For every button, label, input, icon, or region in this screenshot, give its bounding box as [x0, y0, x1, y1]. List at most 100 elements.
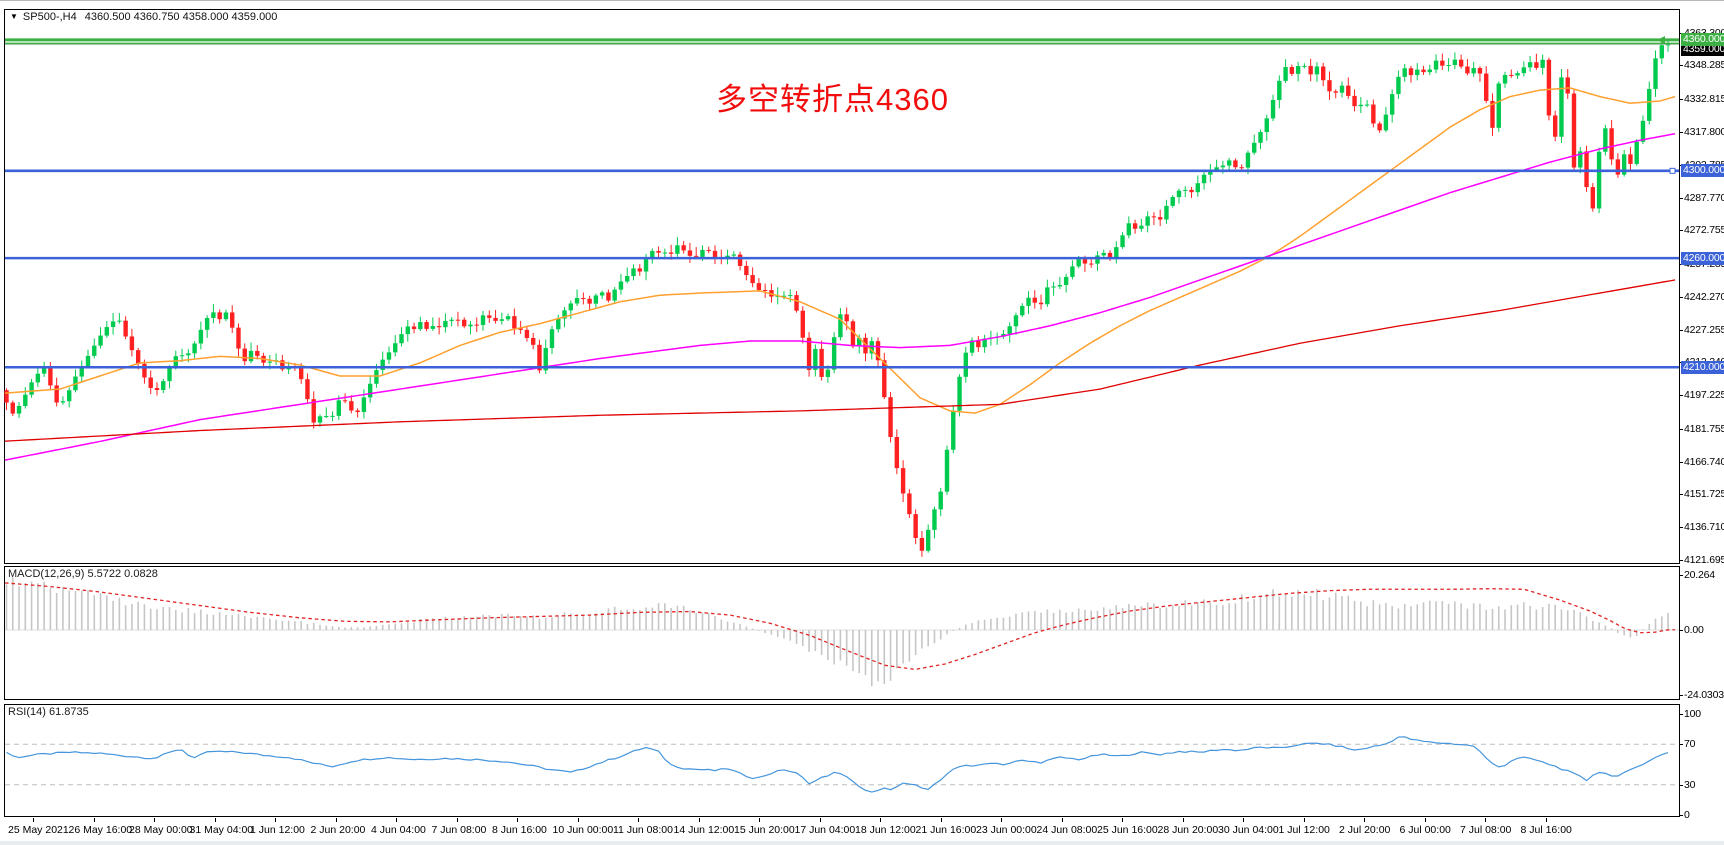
- time-axis-tick-mark: [1061, 818, 1063, 822]
- candle-body: [549, 329, 555, 348]
- annotation-text[interactable]: 多空转折点4360: [716, 82, 949, 117]
- candle-body: [324, 416, 329, 418]
- candle-body: [1120, 235, 1125, 248]
- candle-body: [1364, 104, 1370, 106]
- time-axis-tick-mark: [93, 818, 95, 822]
- candle-body: [1653, 58, 1658, 89]
- candle-body: [1346, 85, 1351, 96]
- candle-body: [1314, 66, 1320, 75]
- macd-pane-frame: [4, 566, 1680, 700]
- candle-body: [349, 401, 354, 411]
- macd-signal-line: [4, 582, 1675, 671]
- price-axis-tick: 4151.725: [1684, 488, 1724, 501]
- candle-body: [1082, 258, 1088, 264]
- price-tag-4360: 4360.000: [1681, 33, 1724, 47]
- price-axis-tick-mark: [1679, 296, 1683, 298]
- time-axis-tick-mark: [698, 818, 700, 822]
- candle-body: [255, 350, 260, 356]
- candle-body: [493, 317, 498, 321]
- candle-body: [1020, 305, 1025, 316]
- window-bottom-edge: [0, 841, 1724, 845]
- candle-body: [524, 329, 530, 338]
- candle-body: [1496, 83, 1501, 128]
- candle-body: [1621, 154, 1627, 175]
- candle-body: [512, 316, 517, 329]
- macd-axis-tick: 20.264: [1684, 568, 1715, 581]
- candle-body: [1640, 120, 1646, 142]
- price-axis-tick: 4181.755: [1684, 422, 1724, 435]
- time-axis-label: 17 Jun 04:00: [794, 824, 856, 836]
- candle-body: [800, 310, 805, 338]
- candle-body: [1013, 315, 1019, 327]
- price-axis-tick: 4242.270: [1684, 290, 1724, 303]
- rsi-axis-tick-mark: [1679, 784, 1683, 786]
- time-axis-label: 28 Jun 20:00: [1157, 824, 1219, 836]
- time-axis-label: 4 Jun 04:00: [371, 824, 426, 836]
- candle-body: [1070, 266, 1075, 277]
- hline-drag-handle[interactable]: [1669, 167, 1676, 174]
- price-axis-tick-mark: [1679, 527, 1683, 529]
- candle-body: [468, 324, 473, 327]
- candle-body: [129, 336, 135, 351]
- ohlc-values: 4360.500 4360.750 4358.000 4359.000: [84, 11, 278, 23]
- candle-body: [104, 327, 110, 336]
- candle-body: [562, 310, 567, 319]
- candle-body: [1352, 95, 1357, 107]
- candle-body: [1490, 100, 1495, 128]
- candle-body: [1559, 77, 1564, 137]
- candle-body: [393, 343, 398, 353]
- candle-body: [1295, 65, 1301, 74]
- macd-axis-tick-mark: [1679, 630, 1683, 631]
- candle-body: [944, 449, 950, 492]
- candle-body: [1057, 284, 1063, 287]
- candle-body: [1628, 154, 1633, 164]
- candle-body: [204, 318, 210, 330]
- chart-title-overlay: ▼ SP500-,H4 4360.500 4360.750 4358.000 435…: [10, 11, 277, 23]
- ma-fast-orange-line: [4, 87, 1676, 414]
- candle-body: [1615, 159, 1621, 175]
- rsi-axis-tick: 70: [1684, 738, 1696, 751]
- candle-body: [1107, 252, 1113, 259]
- candle-body: [361, 397, 367, 413]
- price-axis-tick: 4136.710: [1684, 521, 1724, 534]
- candle-body: [355, 410, 360, 413]
- candle-body: [311, 399, 316, 423]
- candle-body: [305, 379, 310, 400]
- macd-axis-tick: 0.00: [1684, 624, 1704, 636]
- candle-body: [1465, 66, 1470, 74]
- candle-body: [794, 295, 799, 311]
- candle-body: [838, 314, 843, 338]
- candle-body: [1302, 65, 1307, 67]
- candle-body: [1484, 73, 1489, 101]
- candle-body: [875, 341, 881, 361]
- candle-body: [41, 368, 47, 374]
- candle-body: [336, 400, 342, 416]
- candle-body: [869, 341, 874, 354]
- candle-body: [1433, 60, 1439, 70]
- candle-body: [725, 255, 730, 258]
- candle-body: [1527, 62, 1533, 68]
- candle-body: [267, 361, 273, 363]
- candle-body: [1377, 123, 1382, 131]
- candle-body: [29, 382, 34, 395]
- candle-body: [211, 312, 216, 319]
- candle-body: [543, 347, 548, 371]
- candle-body: [242, 348, 247, 362]
- candle-body: [1308, 65, 1313, 75]
- candle-body: [430, 326, 436, 329]
- candle-body: [938, 491, 943, 510]
- candle-body: [1590, 187, 1596, 209]
- time-axis-tick-mark: [1364, 818, 1365, 822]
- candle-body: [1239, 167, 1244, 169]
- candle-body: [850, 321, 856, 347]
- candle-body: [1647, 88, 1652, 121]
- candle-body: [737, 254, 743, 266]
- main-pane-frame: [4, 9, 1680, 564]
- candle-body: [1095, 255, 1100, 264]
- symbol-dropdown-icon[interactable]: ▼: [10, 12, 18, 21]
- candle-body: [706, 249, 711, 251]
- time-axis-tick-mark: [517, 818, 518, 822]
- candle-body: [60, 401, 66, 403]
- candle-body: [418, 322, 423, 330]
